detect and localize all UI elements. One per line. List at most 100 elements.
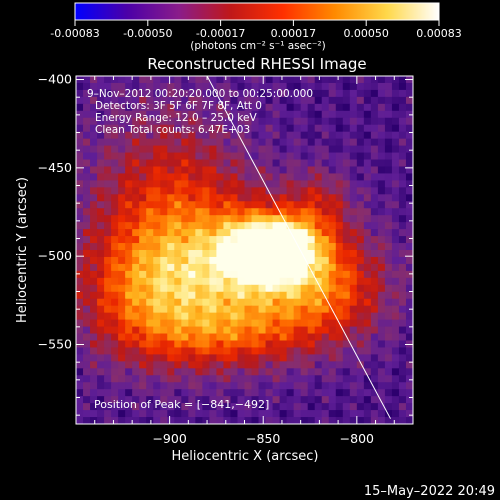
heatmap-cell <box>314 417 323 424</box>
heatmap-cell <box>300 152 309 161</box>
heatmap-cell <box>104 326 112 335</box>
heatmap-cell <box>90 152 98 161</box>
heatmap-cell <box>104 270 112 279</box>
heatmap-cell <box>146 277 154 286</box>
heatmap-cell <box>139 263 147 272</box>
heatmap-cell <box>335 298 344 307</box>
heatmap-cell <box>181 291 189 300</box>
heatmap-cell <box>377 117 386 126</box>
heatmap-cell <box>146 298 154 307</box>
heatmap-cell <box>321 208 330 216</box>
heatmap-cell <box>258 145 267 154</box>
heatmap-cell <box>307 208 316 216</box>
heatmap-cell <box>139 117 147 126</box>
heatmap-cell <box>398 263 407 272</box>
heatmap-cell <box>146 110 154 119</box>
heatmap-cell <box>104 208 112 216</box>
heatmap-cell <box>188 284 196 293</box>
heatmap-cell <box>286 138 295 147</box>
heatmap-cell <box>202 124 210 133</box>
heatmap-cell <box>160 361 168 369</box>
heatmap-cell <box>216 76 225 84</box>
heatmap-cell <box>237 347 246 355</box>
heatmap-cell <box>307 117 316 126</box>
heatmap-cell <box>97 187 105 195</box>
heatmap-cell <box>97 347 105 355</box>
heatmap-cell <box>391 166 400 175</box>
heatmap-cell <box>146 354 154 362</box>
heatmap-cell <box>384 298 393 307</box>
heatmap-cell <box>223 354 232 362</box>
heatmap-cell <box>342 256 351 265</box>
heatmap-cell <box>370 138 379 147</box>
heatmap-cell <box>132 305 140 314</box>
heatmap-cell <box>104 319 112 328</box>
heatmap-cell <box>174 389 182 397</box>
heatmap-cell <box>111 270 119 279</box>
heatmap-cell <box>146 236 154 244</box>
heatmap-cell <box>258 180 267 188</box>
heatmap-cell <box>230 305 239 314</box>
heatmap-cell <box>321 117 330 126</box>
heatmap-cell <box>167 187 175 195</box>
y-tick-label: −450 <box>38 160 72 175</box>
heatmap-cell <box>209 187 218 195</box>
heatmap-cell <box>83 263 91 272</box>
heatmap-cell <box>181 138 189 147</box>
heatmap-cell <box>272 173 281 181</box>
heatmap-cell <box>237 131 246 140</box>
heatmap-cell <box>363 166 372 175</box>
heatmap-cell <box>146 375 154 383</box>
heatmap-cell <box>384 229 393 237</box>
heatmap-cell <box>335 173 344 181</box>
heatmap-cell <box>132 375 140 383</box>
heatmap-cell <box>146 361 154 369</box>
heatmap-cell <box>272 396 281 404</box>
heatmap-cell <box>146 305 154 314</box>
heatmap-cell <box>335 270 344 279</box>
heatmap-cell <box>83 256 91 265</box>
heatmap-cell <box>230 250 239 258</box>
heatmap-cell <box>251 159 260 168</box>
heatmap-cell <box>349 305 358 314</box>
heatmap-cell <box>300 201 309 209</box>
heatmap-cell <box>342 382 351 390</box>
heatmap-cell <box>251 222 260 230</box>
heatmap-cell <box>188 396 196 404</box>
heatmap-cell <box>146 180 154 188</box>
heatmap-cell <box>202 305 210 314</box>
heatmap-cell <box>104 166 112 175</box>
heatmap-cell <box>160 263 168 272</box>
heatmap-cell <box>202 138 210 147</box>
heatmap-cell <box>384 375 393 383</box>
heatmap-cell <box>230 82 239 91</box>
heatmap-cell <box>384 340 393 349</box>
heatmap-cell <box>377 236 386 244</box>
heatmap-cell <box>335 277 344 286</box>
heatmap-cell <box>104 89 112 98</box>
heatmap-cell <box>335 417 344 424</box>
heatmap-cell <box>223 417 232 424</box>
heatmap-cell <box>398 389 407 397</box>
heatmap-cell <box>398 173 407 181</box>
heatmap-cell <box>272 229 281 237</box>
heatmap-cell <box>146 256 154 265</box>
heatmap-cell <box>174 159 182 168</box>
heatmap-cell <box>76 124 84 133</box>
heatmap-cell <box>300 194 309 202</box>
heatmap-cell <box>181 417 189 424</box>
heatmap-cell <box>349 347 358 355</box>
heatmap-cell <box>97 152 105 161</box>
heatmap-cell <box>174 375 182 383</box>
heatmap-cell <box>104 82 112 91</box>
heatmap-cell <box>111 256 119 265</box>
heatmap-cell <box>286 347 295 355</box>
heatmap-cell <box>356 166 365 175</box>
heatmap-cell <box>146 194 154 202</box>
heatmap-cell <box>244 187 253 195</box>
heatmap-cell <box>83 89 91 98</box>
heatmap-cell <box>293 291 302 300</box>
heatmap-cell <box>370 201 379 209</box>
heatmap-cell <box>181 298 189 307</box>
heatmap-cell <box>125 396 133 404</box>
